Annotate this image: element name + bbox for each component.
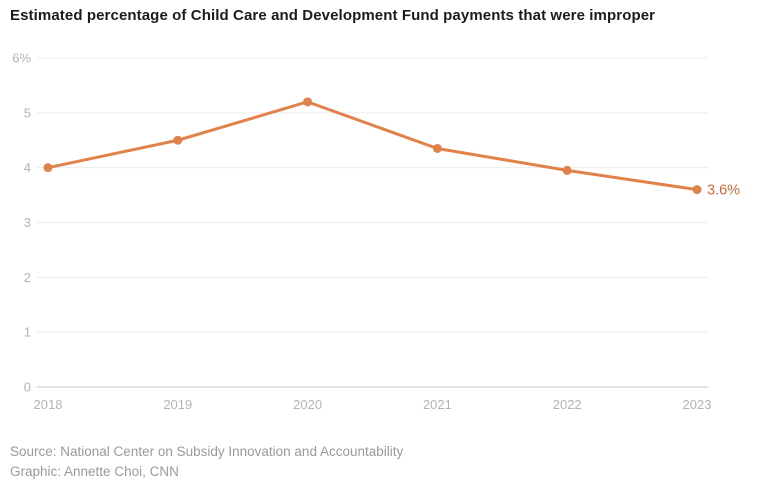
y-axis-tick-label: 4	[24, 160, 31, 175]
x-axis-tick-label: 2020	[293, 397, 322, 412]
y-axis-tick-label: 0	[24, 380, 31, 395]
y-axis-tick-label: 6%	[12, 51, 31, 66]
series-line-path	[46, 100, 699, 192]
y-axis-tick-label: 2	[24, 270, 31, 285]
data-point-2020	[303, 97, 313, 107]
x-axis-tick-label: 2021	[423, 397, 452, 412]
x-axis-tick-label: 2022	[553, 397, 582, 412]
x-axis-tick-label: 2023	[683, 397, 712, 412]
data-point-2023	[692, 185, 702, 195]
data-point-2022	[562, 165, 572, 175]
credit-note: Graphic: Annette Choi, CNN	[10, 464, 179, 479]
source-note: Source: National Center on Subsidy Innov…	[10, 444, 404, 459]
data-point-2018	[43, 163, 53, 173]
data-point-2019	[173, 135, 183, 145]
y-axis-tick-label: 5	[24, 105, 31, 120]
line-chart: 0 1 2 3 4 5 6% 2018 2019 2020 2021 2022 2023 3.6%	[12, 51, 740, 413]
y-axis-tick-label: 1	[24, 325, 31, 340]
x-axis-tick-label: 2019	[163, 397, 192, 412]
data-point-2021	[432, 143, 442, 153]
chart-title: Estimated percentage of Child Care and D…	[10, 7, 656, 24]
last-value-annotation: 3.6%	[707, 183, 740, 199]
chart-footer: Source: National Center on Subsidy Innov…	[10, 442, 403, 482]
x-axis-tick-label: 2018	[34, 397, 63, 412]
y-axis-tick-label: 3	[24, 215, 31, 230]
